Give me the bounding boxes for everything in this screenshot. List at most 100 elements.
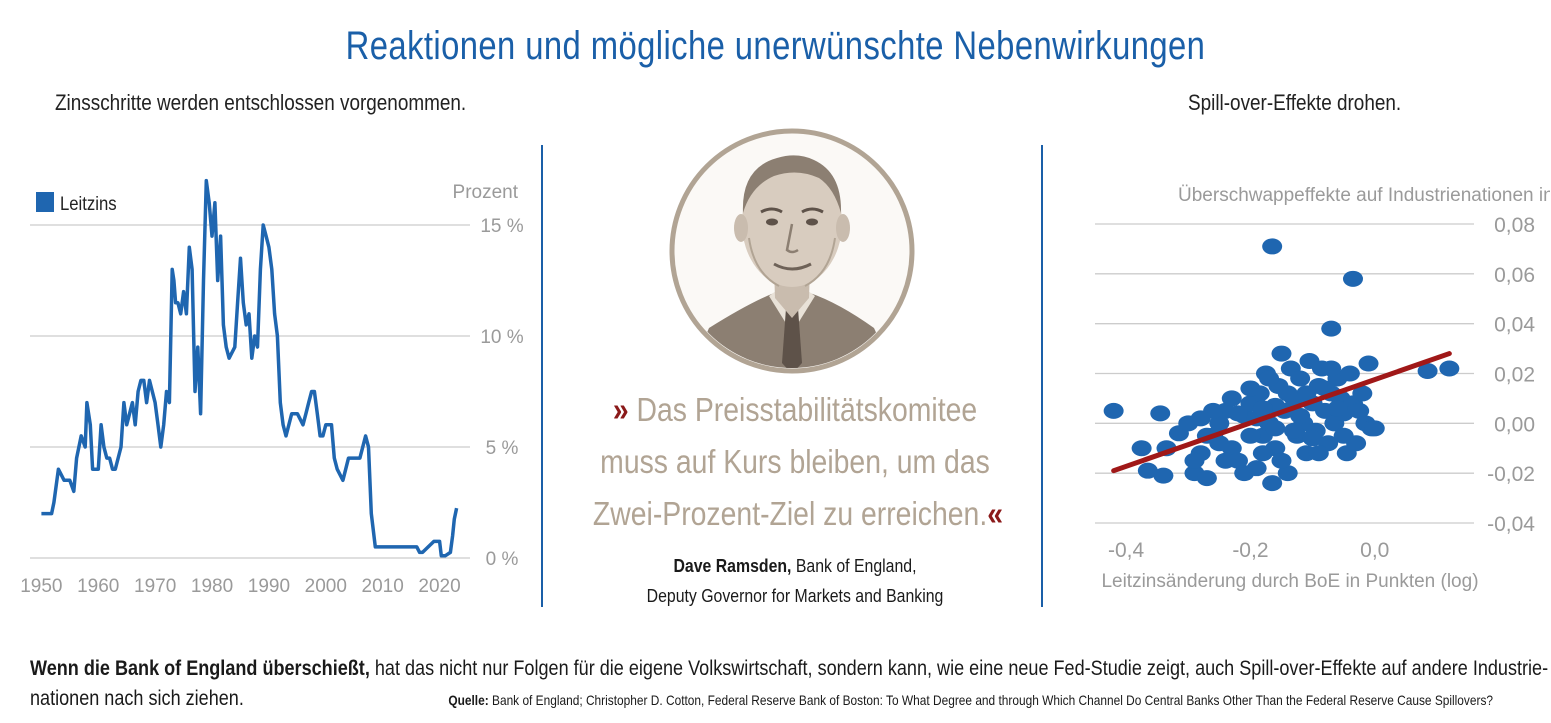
x-tick-label: 1950 (20, 576, 62, 597)
y-tick-label: 0,02 (1494, 364, 1535, 387)
scatter-chart: Überschwappeffekte auf Industrienationen… (1095, 185, 1550, 592)
scatter-point (1196, 470, 1217, 487)
quote-line-2: muss auf Kurs bleiben, um das (600, 443, 990, 480)
quote-close-mark: « (987, 495, 1003, 532)
scatter-point (1271, 452, 1292, 469)
quote-block: » Das Preisstabilitätskomitee muss auf K… (560, 384, 1030, 540)
line-chart: 0 % 5 % 10 % 15 % 1950 1960 1970 1980 1990 2000 2… (20, 178, 524, 597)
scatter-point (1259, 370, 1280, 387)
divider-left (541, 145, 543, 607)
scatter-point (1339, 365, 1360, 382)
scatter-point (1262, 238, 1283, 255)
x-tick-label: 2010 (362, 576, 404, 597)
leitzins-line (41, 178, 459, 558)
footer-body: hat das nicht nur Folgen für die eigene … (369, 657, 1549, 680)
source-label: Quelle: (448, 692, 489, 708)
scatter-point (1358, 355, 1379, 372)
speaker-org: Bank of England, (791, 556, 917, 576)
line-chart-x-ticks: 1950 1960 1970 1980 1990 2000 2010 2020 (20, 576, 460, 597)
scatter-point (1321, 320, 1342, 337)
scatter-point (1302, 430, 1323, 447)
scatter-point (1364, 420, 1385, 437)
speaker-role: Deputy Governor for Markets and Banking (646, 586, 944, 606)
scatter-point (1209, 415, 1230, 432)
scatter-point (1221, 390, 1242, 407)
scatter-point (1215, 452, 1236, 469)
y-axis-label: Prozent (453, 182, 519, 203)
line-chart-gridlines (30, 224, 470, 559)
x-tick-label: -0,2 (1232, 539, 1268, 562)
scatter-point (1352, 385, 1373, 402)
y-tick-label: 15 % (480, 216, 523, 237)
scatter-point (1137, 462, 1158, 479)
y-tick-label: 0,08 (1494, 214, 1535, 237)
scatter-point (1271, 345, 1292, 362)
y-tick-label: -0,02 (1487, 463, 1535, 486)
scatter-point (1315, 380, 1336, 397)
trend-line (1111, 351, 1452, 474)
scatter-point (1439, 360, 1460, 377)
footer-bold: Wenn die Bank of England überschießt, (30, 657, 370, 680)
x-tick-label: 1960 (77, 576, 119, 597)
scatter-point (1252, 445, 1273, 462)
scatter-point (1103, 402, 1124, 419)
scatter-point (1290, 407, 1311, 424)
scatter-point (1150, 405, 1171, 422)
x-tick-label: 2000 (305, 576, 347, 597)
scatter-point (1262, 475, 1283, 492)
legend-swatch (36, 192, 54, 212)
scatter-point (1349, 402, 1370, 419)
portrait-image (669, 128, 915, 374)
scatter-point (1252, 400, 1273, 417)
y-tick-label: 0,00 (1494, 413, 1535, 436)
y-tick-label: 10 % (480, 327, 523, 348)
x-tick-label: 1980 (191, 576, 233, 597)
speaker-name: Dave Ramsden, (673, 556, 792, 576)
footer-text: Wenn die Bank of England überschießt, ha… (30, 654, 1548, 714)
scatter-point (1277, 385, 1298, 402)
scatter-point (1234, 465, 1255, 482)
scatter-y-ticks: -0,04 -0,02 0,00 0,02 0,04 0,06 0,08 (1487, 214, 1535, 536)
quote-line-3: Zwei-Prozent-Ziel zu erreichen.« (592, 495, 1003, 532)
scatter-point (1346, 435, 1367, 452)
x-tick-label: -0,4 (1108, 539, 1145, 562)
source-text: Bank of England; Christopher D. Cotton, … (488, 692, 1493, 708)
scatter-point (1277, 465, 1298, 482)
left-subtitle: Zinsschritte werden entschlossen vorgeno… (55, 90, 467, 115)
x-tick-label: 2020 (418, 576, 460, 597)
scatter-x-axis-label: Leitzinsänderung durch BoE in Punkten (l… (1101, 571, 1478, 592)
scatter-point (1190, 410, 1211, 427)
scatter-point (1153, 467, 1174, 484)
x-tick-label: 1990 (248, 576, 290, 597)
scatter-point (1265, 420, 1286, 437)
y-tick-label: 0,04 (1494, 314, 1535, 337)
source-note: Quelle: Bank of England; Christopher D. … (448, 692, 1493, 708)
scatter-point (1327, 400, 1348, 417)
scatter-point (1290, 370, 1311, 387)
divider-right (1041, 145, 1043, 607)
right-subtitle: Spill-over-Effekte drohen. (1188, 90, 1402, 115)
y-tick-label: -0,04 (1487, 513, 1535, 536)
x-tick-label: 0,0 (1360, 539, 1389, 562)
scatter-point (1240, 380, 1261, 397)
y-tick-label: 5 % (486, 438, 519, 459)
legend-label: Leitzins (60, 193, 117, 214)
scatter-point (1283, 422, 1304, 439)
scatter-point (1131, 440, 1152, 457)
footer-body-2: nationen nach sich ziehen. (30, 687, 244, 710)
y-tick-label: 0,06 (1494, 264, 1535, 287)
scatter-point (1240, 427, 1261, 444)
quote-open-mark: » (612, 391, 629, 428)
scatter-point (1342, 270, 1363, 287)
scatter-point (1227, 405, 1248, 422)
line-chart-y-ticks: 0 % 5 % 10 % 15 % (480, 216, 523, 570)
page-title: Reaktionen und mögliche unerwünschte Neb… (345, 24, 1206, 68)
scatter-point (1296, 385, 1317, 402)
scatter-title: Überschwappeffekte auf Industrienationen… (1178, 185, 1550, 206)
scatter-point (1308, 445, 1329, 462)
x-tick-label: 1970 (134, 576, 176, 597)
quote-line-1: » Das Preisstabilitätskomitee (612, 391, 978, 428)
quote-attribution: Dave Ramsden, Bank of England, Deputy Go… (560, 551, 1030, 611)
scatter-point (1321, 360, 1342, 377)
scatter-point (1184, 452, 1205, 469)
